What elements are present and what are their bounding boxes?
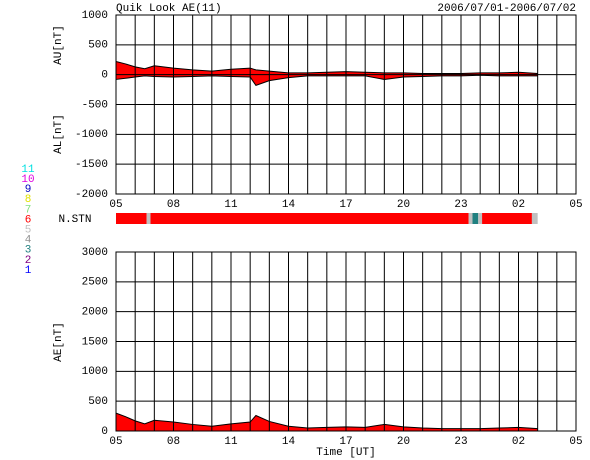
x-tick-label: 17: [339, 199, 352, 211]
x-tick-label: 02: [512, 436, 525, 448]
y-axis-label: AU[nT]: [53, 25, 65, 65]
station-segment: [531, 213, 538, 224]
station-segment: [478, 213, 483, 224]
station-legend-label: 1: [25, 265, 32, 277]
station-legend-label: 8: [25, 194, 32, 206]
station-legend-label: 3: [25, 245, 32, 257]
station-legend-label: 6: [25, 214, 32, 226]
y-tick-label: 1000: [82, 366, 108, 378]
y-axis-label: AE[nT]: [53, 322, 65, 362]
y-tick-label: 1500: [82, 336, 108, 348]
x-tick-label: 08: [167, 199, 180, 211]
x-tick-label: 14: [282, 436, 296, 448]
station-legend-label: 5: [25, 225, 32, 237]
x-tick-label: 11: [224, 199, 238, 211]
station-segment: [482, 213, 532, 224]
station-legend-label: 9: [25, 184, 32, 196]
x-tick-label: 23: [454, 199, 467, 211]
station-legend-label: 2: [25, 255, 32, 267]
y-tick-label: -2000: [75, 189, 108, 201]
date-range: 2006/07/01-2006/07/02: [437, 3, 576, 15]
y-tick-label: -1500: [75, 159, 108, 171]
y-tick-label: 2500: [82, 277, 108, 289]
area-outline: [115, 61, 538, 74]
station-segment: [468, 213, 473, 224]
x-tick-label: 05: [569, 199, 582, 211]
station-segment: [146, 213, 151, 224]
y-tick-label: -500: [82, 99, 108, 111]
y-tick-label: 500: [88, 40, 108, 52]
y-tick-label: 2000: [82, 307, 108, 319]
x-tick-label: 23: [454, 436, 467, 448]
x-tick-label: 20: [397, 436, 410, 448]
x-tick-label: 05: [109, 436, 122, 448]
x-tick-label: 14: [282, 199, 296, 211]
x-tick-label: 08: [167, 436, 180, 448]
area-outline: [115, 412, 538, 430]
x-tick-label: 17: [339, 436, 352, 448]
area-fill: [116, 61, 538, 75]
x-tick-label: 05: [109, 199, 122, 211]
station-segment: [472, 213, 479, 224]
area-fill: [116, 413, 538, 431]
y-tick-label: 500: [88, 396, 108, 408]
station-legend-label: 10: [21, 174, 34, 186]
station-segment: [116, 213, 147, 224]
x-tick-label: 02: [512, 199, 525, 211]
y-tick-label: 0: [101, 70, 108, 82]
title: Quik Look AE(11): [116, 3, 222, 15]
station-legend-label: 4: [25, 235, 32, 247]
x-tick-label: 11: [224, 436, 238, 448]
station-legend-label: 7: [25, 204, 32, 216]
y-axis-label: AL[nT]: [53, 114, 65, 154]
y-tick-label: 3000: [82, 247, 108, 259]
y-tick-label: -1000: [75, 129, 108, 141]
station-bar-label: N.STN: [58, 214, 91, 226]
x-axis-label: Time [UT]: [316, 447, 375, 459]
y-tick-label: 1000: [82, 10, 108, 22]
station-segment: [150, 213, 469, 224]
station-legend-label: 11: [21, 164, 35, 176]
x-tick-label: 20: [397, 199, 410, 211]
x-tick-label: 05: [569, 436, 582, 448]
y-tick-label: 0: [101, 426, 108, 438]
area-outline: [115, 74, 538, 87]
